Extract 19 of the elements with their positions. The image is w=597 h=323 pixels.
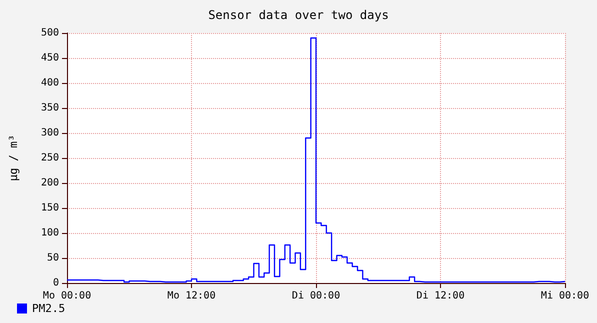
x-tick-label: Mo 00:00: [42, 290, 92, 302]
x-tick-label: Mi 00:00: [540, 290, 590, 302]
x-tick-label: Di 12:00: [416, 290, 465, 302]
y-tick-label: 0: [52, 278, 59, 288]
y-tick-label: 150: [40, 202, 59, 214]
legend-label: PM2.5: [32, 302, 66, 315]
x-tick-label: Di 00:00: [292, 290, 340, 302]
x-tick-label: Mo 12:00: [167, 290, 216, 302]
y-tick-label: 350: [40, 102, 59, 114]
y-tick-label: 250: [40, 152, 59, 164]
y-tick-label: 300: [40, 128, 59, 138]
y-tick-label: 50: [46, 252, 59, 264]
y-tick-label: 450: [40, 52, 59, 64]
y-tick-label: 200: [40, 178, 59, 188]
y-tick-label: 500: [40, 28, 59, 38]
y-tick-label: 100: [40, 228, 59, 238]
y-axis-title: µg / m³: [7, 134, 20, 182]
y-tick-label: 400: [40, 78, 59, 88]
chart-title: Sensor data over two days: [208, 8, 389, 22]
